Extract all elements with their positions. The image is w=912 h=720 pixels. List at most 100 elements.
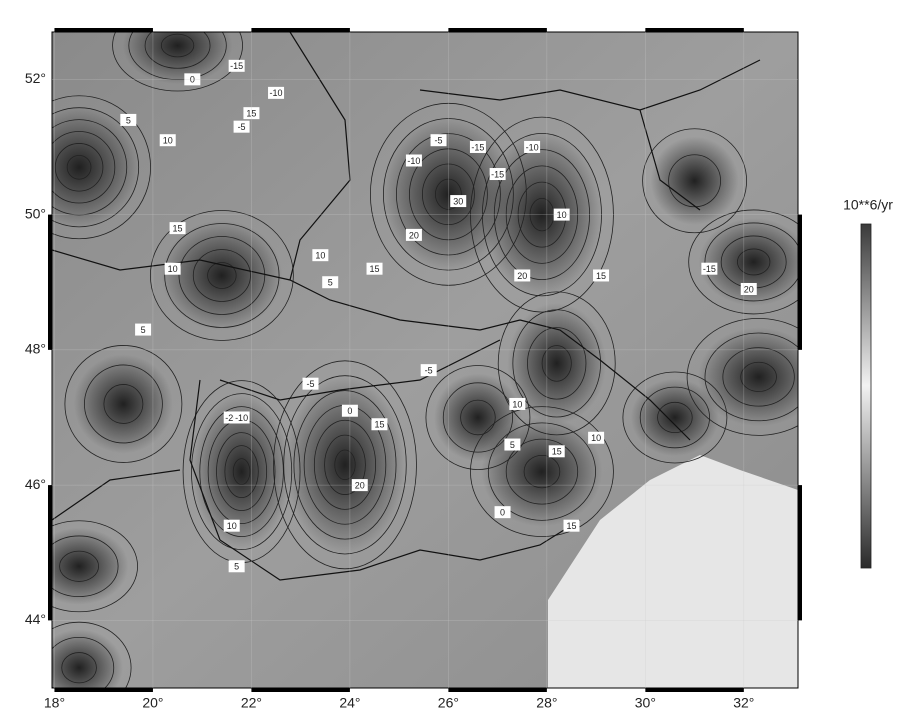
contour-line	[657, 401, 693, 434]
contour-label-text: 20	[517, 271, 527, 281]
contour-label: 10	[159, 134, 176, 147]
label-box	[312, 249, 329, 262]
contour-label: -10	[268, 86, 285, 99]
label-box	[233, 120, 250, 133]
contour-label-text: 15	[173, 223, 183, 233]
lon-tick-label: 30°	[635, 695, 656, 711]
anomaly	[73, 354, 173, 454]
axes: 18° 20° 22° 24° 26° 28° 30° 32° 44° 46° 48° 50° 52°	[25, 32, 798, 711]
anomaly	[698, 217, 798, 306]
label-box	[228, 560, 245, 573]
contour-line	[639, 386, 710, 449]
contour-line	[216, 432, 268, 511]
label-box	[135, 323, 152, 336]
label-box	[268, 86, 285, 99]
contour-label-text: 0	[190, 75, 195, 85]
label-box	[302, 377, 319, 390]
contour-label: 10	[312, 249, 329, 262]
lon-tick-label: 28°	[536, 695, 557, 711]
contour-line	[52, 535, 119, 597]
colorbar	[860, 223, 872, 569]
contour-label: -10	[233, 411, 250, 424]
label-box	[593, 269, 610, 282]
label-box	[563, 519, 580, 532]
label-box	[223, 519, 240, 532]
contour-label: 15	[548, 445, 565, 458]
contour-label: 15	[563, 519, 580, 532]
contour-line	[642, 128, 747, 234]
anomaly	[122, 32, 233, 85]
label-box	[405, 228, 422, 241]
contour-line	[541, 345, 572, 382]
contour-label: 15	[366, 262, 383, 275]
contour-label-text: 15	[370, 264, 380, 274]
label-box	[233, 411, 250, 424]
black-sea	[548, 455, 798, 688]
contour-line	[442, 382, 514, 453]
contour-line	[66, 154, 92, 180]
contour-label-text: -5	[238, 122, 246, 132]
contour-label: 15	[371, 418, 388, 431]
frame-band	[48, 485, 52, 621]
contour-line	[425, 365, 531, 470]
contour-label-text: -10	[407, 156, 420, 166]
anomaly	[433, 373, 522, 462]
contour-label-text: 15	[374, 420, 384, 430]
contour-line	[324, 434, 366, 495]
frame-band	[645, 28, 744, 32]
contour-label: 10	[588, 431, 605, 444]
contour-label: -15	[701, 262, 718, 275]
frame-band	[54, 688, 153, 692]
contour-line	[52, 107, 140, 228]
contour-label: -5	[420, 364, 437, 377]
contour-line	[487, 422, 596, 521]
contour-line	[112, 32, 243, 92]
anomaly	[52, 629, 124, 688]
contour-line	[61, 652, 97, 684]
label-box	[740, 282, 757, 295]
contour-line	[52, 520, 138, 613]
contour-label-text: 5	[510, 440, 515, 450]
borders	[52, 32, 761, 581]
contour-line	[686, 318, 798, 436]
contour-label-text: -10	[235, 413, 248, 423]
contour-label-text: 0	[500, 508, 505, 518]
label-box	[159, 134, 176, 147]
contour-line	[164, 223, 280, 328]
map-area: -15 -10 -5 0 5 10 15 30 -5 -10 -15 20 15 5 10 -10 -15 10 1…	[52, 32, 798, 688]
contour-label-text: 10	[227, 521, 237, 531]
contour-label-text: -5	[435, 136, 443, 146]
label-box	[120, 113, 137, 126]
contour-label-text: -15	[703, 264, 716, 274]
contour-label: -5	[233, 120, 250, 133]
contour-line	[199, 406, 284, 537]
lon-tick-label: 18°	[44, 695, 65, 711]
contour-label: -15	[469, 140, 486, 153]
contour-line	[54, 143, 104, 192]
contour-label-text: 10	[168, 264, 178, 274]
contour-label-text: 5	[141, 325, 146, 335]
contour-line	[83, 364, 163, 444]
contour-label: 10	[509, 397, 526, 410]
contour-label: -15	[228, 59, 245, 72]
contour-line	[178, 236, 266, 315]
contour-label: -15	[489, 168, 506, 181]
lat-tick-label: 44°	[25, 611, 46, 627]
frame-band	[251, 28, 350, 32]
lon-tick-label: 26°	[438, 695, 459, 711]
contour-label: 20	[740, 282, 757, 295]
label-box	[524, 140, 541, 153]
contour-line	[740, 361, 777, 392]
contour-line	[128, 32, 227, 81]
contour-label-text: 15	[566, 521, 576, 531]
lon-tick-label: 24°	[339, 695, 360, 711]
frame-outline	[51, 31, 799, 689]
contour-line	[737, 248, 771, 276]
contour-label-text: -10	[526, 142, 539, 152]
contour-line	[704, 222, 798, 302]
contour-label: 15	[593, 269, 610, 282]
label-box	[420, 364, 437, 377]
contour-label-text: 15	[596, 271, 606, 281]
contour-label: 15	[169, 222, 186, 235]
anomaly	[698, 327, 798, 427]
